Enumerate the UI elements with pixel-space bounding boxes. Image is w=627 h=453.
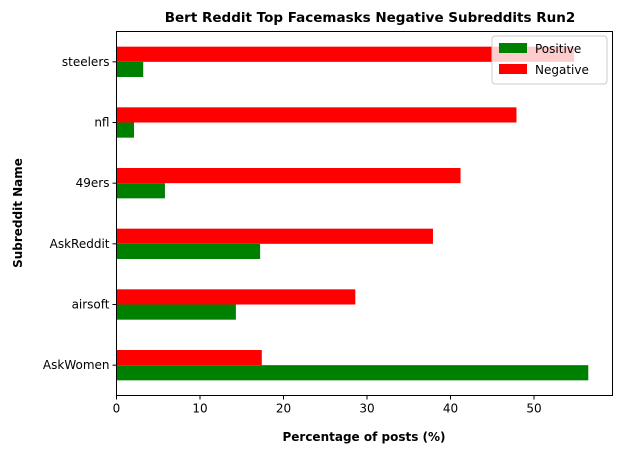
bar-negative-askreddit xyxy=(116,228,433,244)
y-tick-label: airsoft xyxy=(72,298,110,312)
legend-label-positive: Positive xyxy=(535,42,581,56)
y-tick-label: steelers xyxy=(62,55,110,69)
plot-area xyxy=(116,46,589,381)
y-axis: AskWomen airsoft AskReddit 49ers nfl steelers xyxy=(43,55,117,372)
legend: Positive Negative xyxy=(491,35,608,85)
bar-negative-askwomen xyxy=(116,350,262,366)
x-tick-label: 50 xyxy=(526,402,541,416)
bar-positive-askreddit xyxy=(116,243,261,259)
bar-negative-49ers xyxy=(116,168,461,184)
y-tick-label: 49ers xyxy=(76,176,110,190)
bar-positive-steelers xyxy=(116,61,144,77)
legend-label-negative: Negative xyxy=(535,63,589,77)
x-axis-label: Percentage of posts (%) xyxy=(282,430,445,444)
bar-negative-nfl xyxy=(116,107,517,123)
legend-swatch-negative xyxy=(499,64,527,74)
legend-swatch-positive xyxy=(499,43,527,53)
bar-positive-askwomen xyxy=(116,365,589,381)
chart-title: Bert Reddit Top Facemasks Negative Subre… xyxy=(165,10,576,26)
bar-positive-airsoft xyxy=(116,304,236,320)
x-tick-label: 30 xyxy=(359,402,374,416)
plot-frame xyxy=(116,31,613,396)
bar-positive-49ers xyxy=(116,183,165,199)
bar-negative-airsoft xyxy=(116,289,356,305)
x-axis: 0 10 20 30 40 50 xyxy=(113,395,542,416)
y-axis-label: Subreddit Name xyxy=(11,158,25,268)
x-tick-label: 20 xyxy=(276,402,291,416)
y-tick-label: AskWomen xyxy=(43,358,110,372)
y-tick-label: nfl xyxy=(94,116,109,130)
bar-positive-nfl xyxy=(116,122,135,138)
bar-negative-steelers xyxy=(116,46,575,62)
x-tick-label: 10 xyxy=(192,402,207,416)
y-tick-label: AskReddit xyxy=(50,237,110,251)
x-tick-label: 40 xyxy=(443,402,458,416)
x-tick-label: 0 xyxy=(113,402,121,416)
